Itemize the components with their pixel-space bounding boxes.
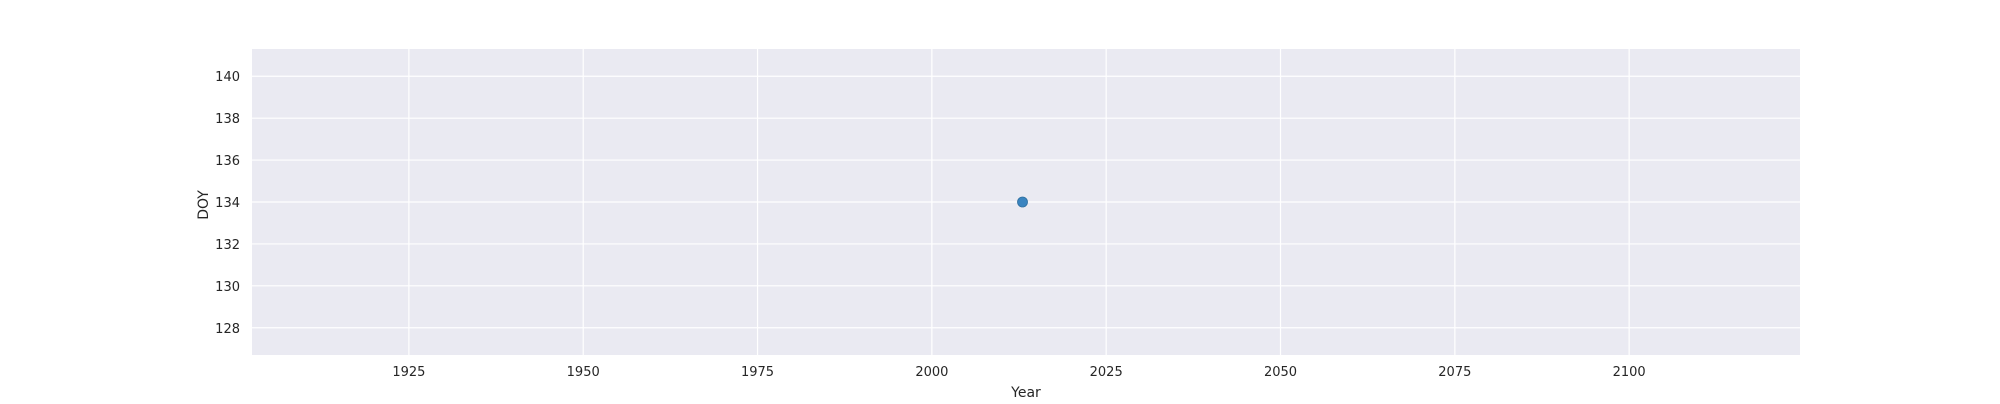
x-axis-label: Year [1010, 385, 1041, 400]
y-tick-label: 136 [215, 154, 240, 169]
y-tick-label: 140 [215, 70, 240, 85]
tick-labels: 1925 1950 1975 2000 2025 2050 2075 2100 128 130 13… [215, 70, 1646, 380]
x-tick-label: 1975 [741, 365, 774, 380]
x-tick-label: 2050 [1264, 365, 1297, 380]
x-tick-label: 1950 [567, 365, 600, 380]
x-tick-label: 2025 [1090, 365, 1123, 380]
x-tick-label: 1925 [392, 365, 425, 380]
y-tick-label: 128 [215, 322, 240, 337]
x-tick-label: 2000 [915, 365, 948, 380]
grid [252, 49, 1800, 355]
y-axis-label: DOY [196, 190, 212, 220]
x-tick-label: 2100 [1613, 365, 1646, 380]
x-tick-label: 2075 [1438, 365, 1471, 380]
y-tick-label: 130 [215, 280, 240, 295]
data-point [1017, 196, 1028, 208]
y-tick-label: 132 [215, 238, 240, 253]
data-points [1017, 196, 1028, 208]
y-tick-label: 134 [215, 196, 240, 211]
y-tick-label: 138 [215, 112, 240, 127]
